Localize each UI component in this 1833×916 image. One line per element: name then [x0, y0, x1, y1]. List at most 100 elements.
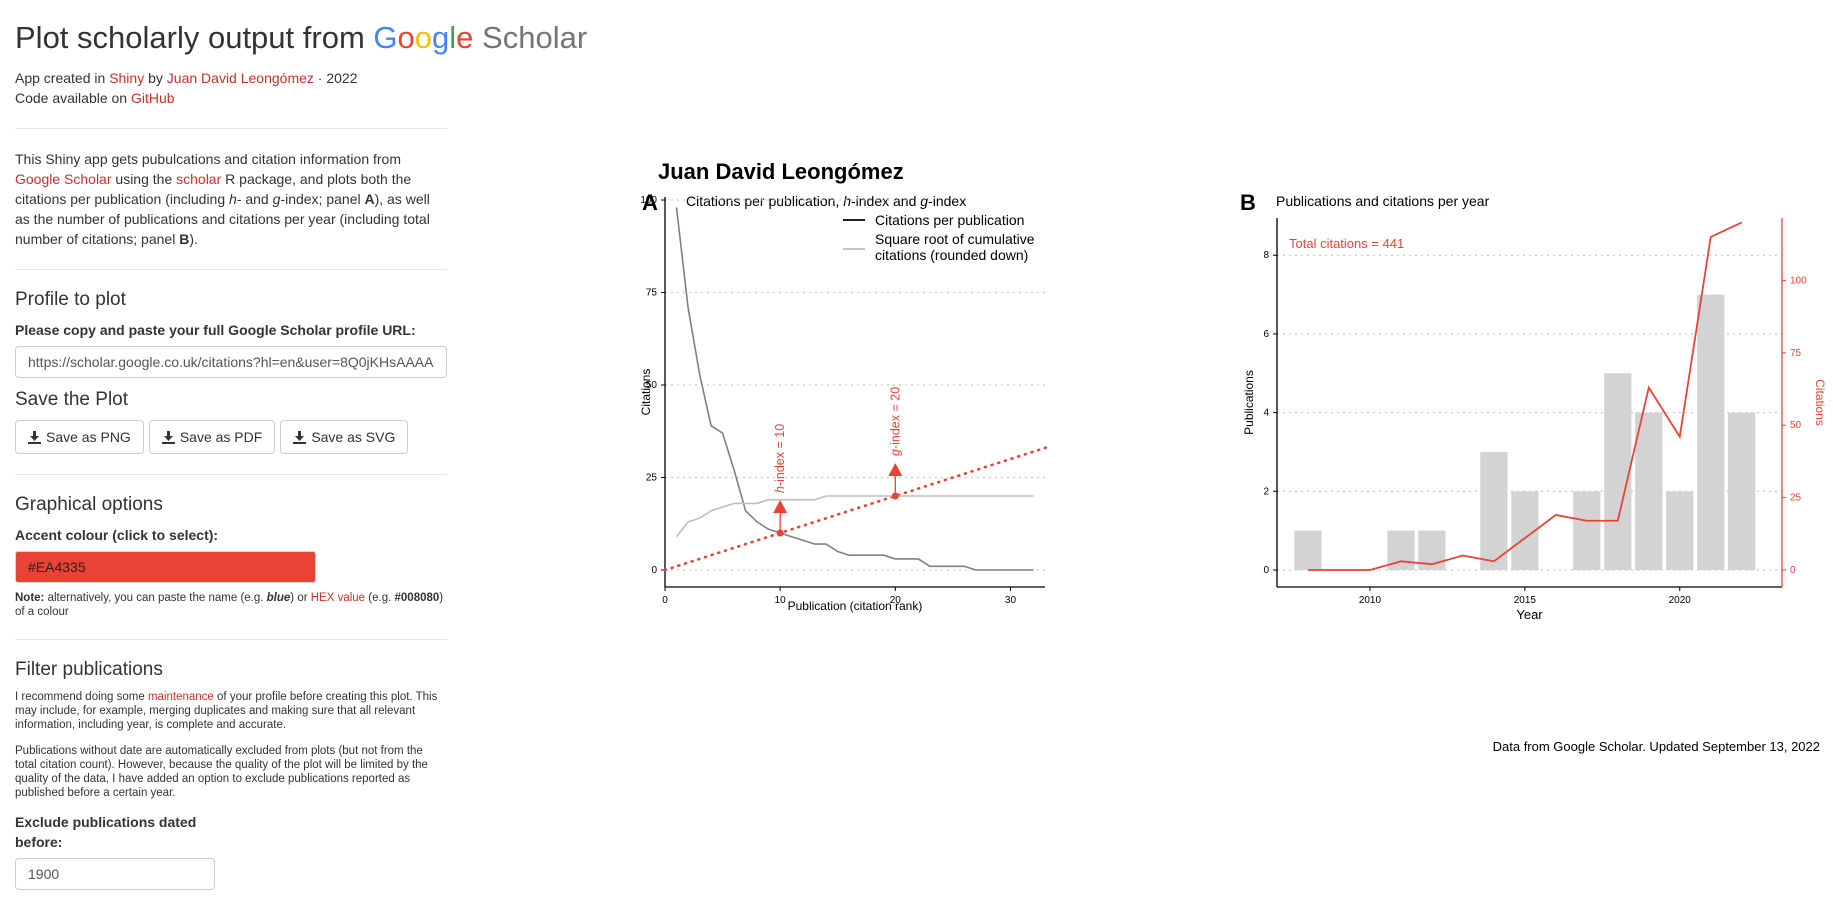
legend-label-sqrt-2: citations (rounded down) [875, 247, 1028, 263]
panel-a-chart: A Citations per publication, h-index and … [639, 190, 1053, 613]
panel-b-chart: B Publications and citations per year 0 2 4 6… [1240, 190, 1827, 622]
google-logo-letter: o [397, 20, 415, 55]
exclude-label: Exclude publications dated before: [15, 814, 197, 850]
y2-tick-label: 100 [1790, 275, 1807, 286]
y-tick-label: 0 [651, 565, 657, 576]
author-link[interactable]: Juan David Leongómez [166, 70, 314, 86]
filter-heading: Filter publications [15, 659, 163, 680]
divider [15, 128, 447, 129]
accent-label: Accent colour (click to select): [15, 527, 219, 543]
x-tick-label: 2010 [1359, 595, 1382, 606]
publications-bar [1480, 451, 1508, 570]
g-index-label: g-index = 20 [888, 387, 902, 456]
y-tick-label: 8 [1263, 250, 1269, 261]
publications-bar [1294, 530, 1322, 570]
app-credits: App created in Shiny by Juan David Leong… [15, 70, 358, 106]
legend-label-sqrt-1: Square root of cumulative [875, 231, 1035, 247]
publications-bar [1573, 491, 1601, 570]
reference-line [663, 444, 1053, 572]
x-tick-label: 10 [775, 595, 787, 606]
scholar-word: Scholar [482, 20, 588, 55]
panel-a-title: Citations per publication, h-index and g… [686, 193, 966, 209]
google-scholar-link[interactable]: Google Scholar [15, 171, 112, 187]
total-citations-label: Total citations = 441 [1289, 236, 1404, 251]
download-icon [28, 430, 41, 444]
save-svg-button[interactable]: Save as SVG [280, 420, 409, 454]
download-icon [161, 430, 175, 444]
publications-bar [1666, 491, 1694, 570]
y-tick-label: 25 [646, 473, 658, 484]
y-tick-label: 0 [1263, 565, 1269, 576]
legend-label-citations: Citations per publication [875, 212, 1024, 228]
divider [15, 474, 447, 475]
y-tick-label: 100 [640, 195, 657, 206]
series-citations-line [675, 207, 1034, 571]
exclude-year-input[interactable]: 1900 [15, 858, 215, 890]
publications-bar [1728, 412, 1756, 570]
y-axis-label: Publications [1242, 370, 1256, 435]
save-pdf-button[interactable]: Save as PDF [148, 420, 276, 454]
maintenance-link[interactable]: maintenance [147, 691, 214, 703]
panel-b-title: Publications and citations per year [1276, 193, 1490, 209]
plot-output: Juan David Leongómez Data from Google Sc… [620, 150, 1833, 790]
y-tick-label: 6 [1263, 329, 1269, 340]
download-icon [293, 430, 307, 444]
profile-heading: Profile to plot [15, 289, 126, 310]
x-tick-label: 0 [662, 595, 668, 606]
google-logo-letter: o [414, 20, 433, 55]
panel-a-tag: A [642, 190, 658, 215]
x-tick-label: 20 [890, 595, 902, 606]
accent-color-picker[interactable]: #EA4335 [15, 551, 316, 583]
profile-url-input[interactable]: https://scholar.google.co.uk/citations?h… [15, 346, 447, 378]
sidebar-panel: Plot scholarly output from Google Schola… [15, 0, 587, 890]
profile-url-label: Please copy and paste your full Google S… [15, 322, 416, 338]
hex-value-link[interactable]: HEX value [310, 592, 366, 604]
google-logo-letter: l [449, 20, 457, 55]
shiny-link[interactable]: Shiny [109, 70, 145, 86]
x-tick-label: 2015 [1514, 595, 1537, 606]
y2-tick-label: 75 [1790, 348, 1802, 359]
x-tick-label: 2020 [1669, 595, 1692, 606]
y-tick-label: 4 [1263, 408, 1269, 419]
google-logo: Google [373, 20, 473, 55]
y-tick-label: 2 [1263, 486, 1269, 497]
plot-main-title: Juan David Leongómez [658, 159, 904, 184]
y-axis-label: Citations [639, 369, 653, 416]
save-buttons: Save as PNG Save as PDF Save as SVG [15, 420, 447, 454]
save-heading: Save the Plot [15, 389, 129, 410]
scholar-package-link[interactable]: scholar [176, 171, 222, 187]
citations-line [1307, 221, 1743, 571]
divider [15, 269, 447, 270]
h-index-arrowhead [773, 500, 788, 513]
filter-paragraph-2: Publications without date are automatica… [15, 745, 428, 799]
y2-tick-label: 0 [1790, 565, 1796, 576]
google-logo-letter: e [456, 20, 474, 55]
divider [15, 639, 447, 640]
y-tick-label: 50 [646, 380, 658, 391]
color-note: Note: alternatively, you can paste the n… [15, 592, 444, 618]
google-logo-letter: G [373, 20, 398, 55]
app-description: This Shiny app gets pubulcations and cit… [15, 151, 430, 247]
plot-caption: Data from Google Scholar. Updated Septem… [1493, 739, 1820, 754]
publications-bar [1697, 294, 1725, 570]
filter-paragraph-1: I recommend doing some maintenance of yo… [15, 691, 438, 731]
panel-b-tag: B [1240, 190, 1256, 215]
y2-axis-label: Citations [1813, 379, 1827, 426]
google-logo-letter: g [432, 20, 450, 55]
x-axis-label: Publication (citation rank) [788, 599, 923, 613]
y-tick-label: 75 [646, 288, 658, 299]
x-axis-label: Year [1516, 607, 1543, 622]
series-sqrt-line [675, 495, 1034, 538]
graphical-heading: Graphical options [15, 494, 163, 515]
publications-bar [1635, 412, 1663, 570]
publications-bar [1604, 373, 1632, 570]
github-link[interactable]: GitHub [130, 90, 175, 106]
y2-tick-label: 25 [1790, 493, 1802, 504]
h-index-label: h-index = 10 [773, 424, 787, 493]
save-png-button[interactable]: Save as PNG [15, 420, 144, 454]
y2-tick-label: 50 [1790, 420, 1802, 431]
title-text: Plot scholarly output from [15, 20, 365, 55]
g-index-arrowhead [888, 463, 903, 476]
page-title: Plot scholarly output from Google Schola… [15, 20, 587, 56]
plot-canvas: Juan David Leongómez Data from Google Sc… [639, 159, 1827, 754]
